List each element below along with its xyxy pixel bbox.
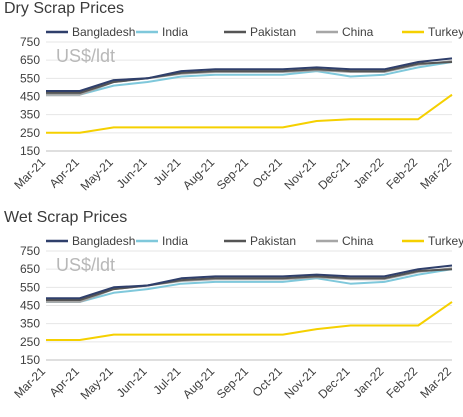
unit-label: US$/ldt [56,46,115,66]
x-tick-label: Jun-21 [114,155,150,191]
series-line-bangladesh [46,57,453,92]
legend-label: Pakistan [250,25,296,39]
series-line-pakistan [46,61,453,94]
y-tick-label: 150 [20,353,40,367]
series-line-turkey [46,301,453,341]
y-tick-label: 550 [20,280,40,294]
y-tick-label: 350 [20,317,40,331]
x-tick-label: Mar-21 [11,364,48,401]
x-tick-label: Oct-21 [250,155,286,191]
x-tick-label: Apr-21 [47,155,83,191]
x-tick-label: Sep-21 [214,155,251,192]
dry-scrap-svg: 150250350450550650750Mar-21Apr-21May-21J… [11,25,463,193]
x-tick-label: May-21 [78,155,116,193]
x-tick-label: Nov-21 [282,155,319,192]
legend-label: India [162,25,188,39]
x-tick-label: Jan-22 [351,155,387,191]
legend-label: India [162,234,188,248]
x-tick-label: Apr-21 [47,364,83,400]
y-tick-label: 250 [20,335,40,349]
y-tick-label: 150 [20,144,40,158]
y-tick-label: 450 [20,299,40,313]
x-tick-label: Oct-21 [250,364,286,400]
y-tick-label: 750 [20,244,40,258]
x-tick-label: Nov-21 [282,364,319,401]
unit-label: US$/ldt [56,255,115,275]
x-tick-label: Dec-21 [315,155,352,192]
x-tick-label: Sep-21 [214,364,251,401]
chart-title: Wet Scrap Prices [4,209,128,226]
x-tick-label: Jul-21 [150,364,183,397]
series-line-bangladesh [46,264,453,300]
x-tick-label: Jul-21 [150,155,183,188]
dry-scrap-chart: Dry Scrap Prices 150 250 350 450 550 650 750 Ma… [0,0,463,208]
wet-scrap-svg: 150250350450550650750Mar-21Apr-21May-21J… [11,234,463,402]
y-tick-label: 750 [20,35,40,49]
series-line-india [46,268,453,303]
x-tick-label: Feb-22 [383,364,420,401]
x-tick-label: May-21 [78,364,116,402]
x-tick-label: Jan-22 [351,364,387,400]
x-tick-label: Mar-22 [417,364,454,401]
series-line-india [46,61,453,96]
x-tick-label: Feb-22 [383,155,420,192]
legend-label: Bangladesh [72,25,135,39]
y-tick-label: 250 [20,126,40,140]
legend-label: Turkey [428,234,463,248]
x-tick-label: Jun-21 [114,364,150,400]
y-tick-label: 650 [20,53,40,67]
legend-label: China [342,25,374,39]
x-tick-label: Aug-21 [180,364,217,401]
y-tick-label: 350 [20,108,40,122]
x-tick-label: Dec-21 [315,364,352,401]
legend-label: Turkey [428,25,463,39]
y-tick-label: 550 [20,71,40,85]
series-line-turkey [46,93,453,134]
chart-title: Dry Scrap Prices [4,0,125,17]
x-tick-label: Mar-22 [417,155,454,192]
legend-label: China [342,234,374,248]
legend-label: Pakistan [250,234,296,248]
legend-label: Bangladesh [72,234,135,248]
y-tick-label: 650 [20,262,40,276]
series-line-pakistan [46,268,453,301]
x-tick-label: Mar-21 [11,155,48,192]
wet-scrap-chart: Wet Scrap Prices 150 250 350 450 550 650 750 Ma… [0,209,463,417]
y-tick-label: 450 [20,90,40,104]
x-tick-label: Aug-21 [180,155,217,192]
